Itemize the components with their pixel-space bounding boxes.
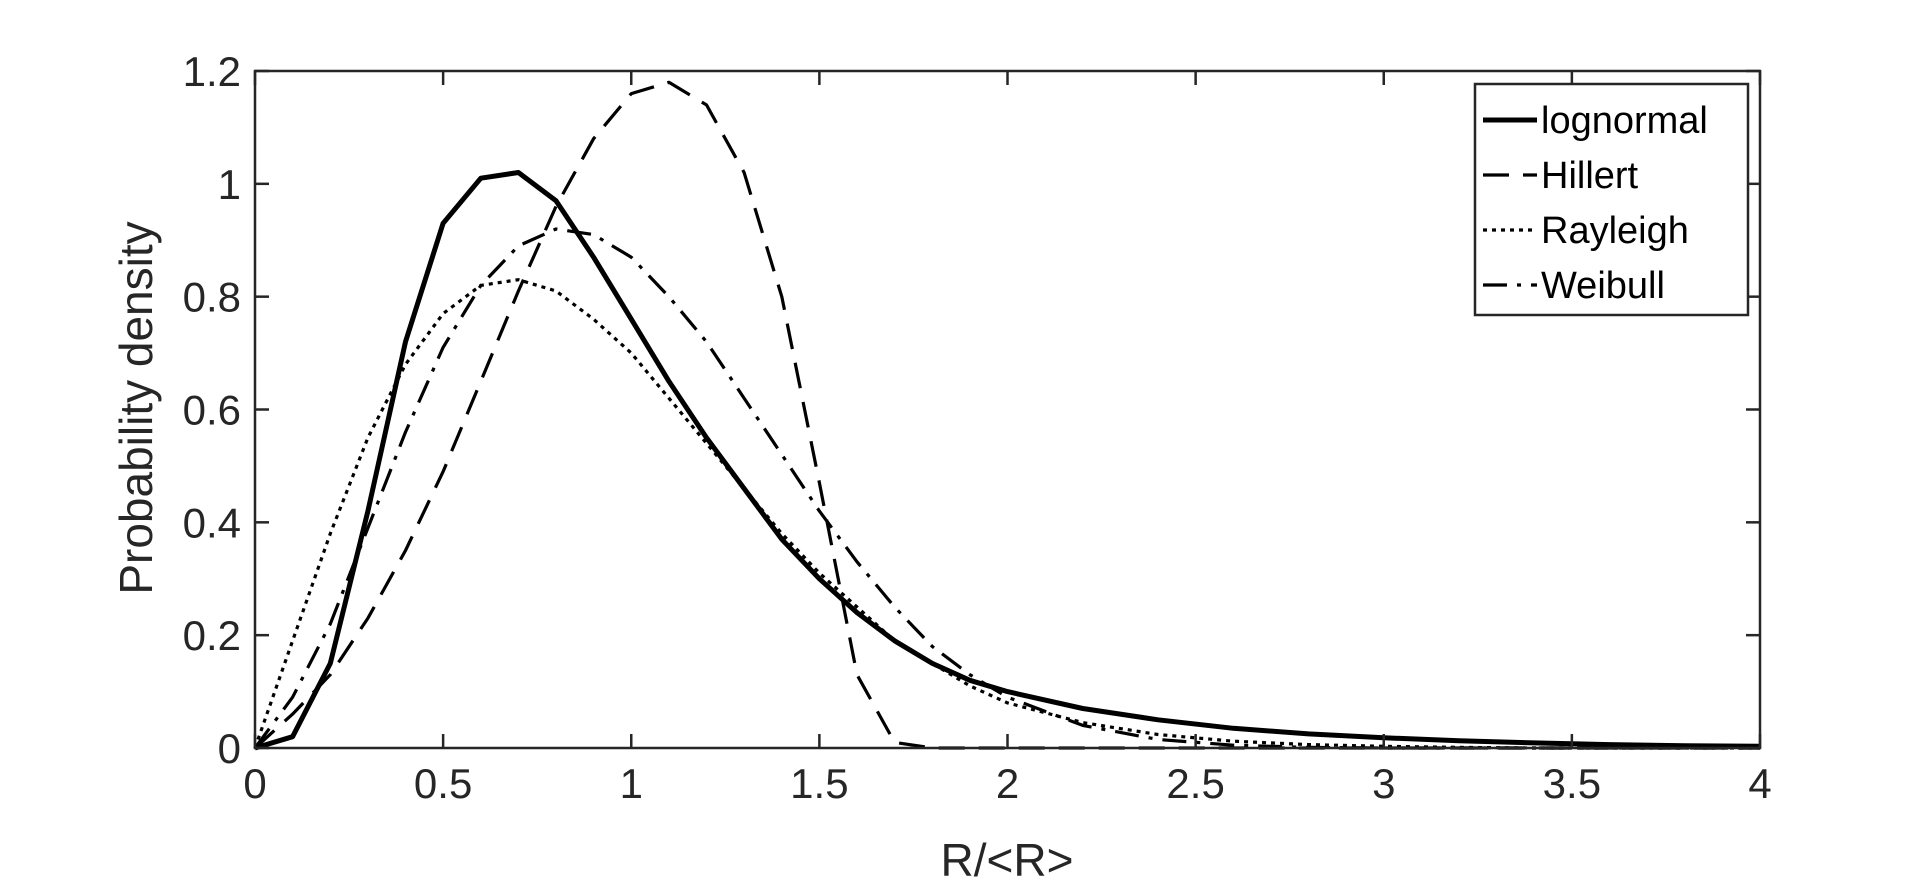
x-tick-label: 1.5: [790, 760, 848, 807]
legend: lognormal Hillert Rayleigh Weibull: [1473, 82, 1750, 317]
x-tick-label: 1: [620, 760, 643, 807]
series-line-rayleigh: [253, 278, 1760, 750]
x-tick-label: 3: [1372, 760, 1395, 807]
axes: 0 0.5 1 1.5 2 2.5 3 3.5 4 0 0.2 0.4 0.6 0.8 1 1.2: [183, 48, 1772, 807]
y-tick-label: 0: [218, 725, 241, 772]
y-axis-label: Probability density: [110, 221, 162, 594]
y-tick-label: 0.4: [183, 499, 241, 546]
x-tick-label: 2.5: [1166, 760, 1224, 807]
x-axis-label: R/<R>: [941, 834, 1074, 886]
y-tick-label: 0.8: [183, 274, 241, 321]
legend-label-weibull: Weibull: [1541, 265, 1665, 307]
series-line-weibull: [253, 227, 1760, 750]
x-tick-label: 0: [243, 760, 266, 807]
x-tick-label: 3.5: [1543, 760, 1601, 807]
y-tick-label: 1.2: [183, 48, 241, 95]
x-tick-label: 2: [996, 760, 1019, 807]
y-tick-label: 0.6: [183, 387, 241, 434]
x-tick-label: 0.5: [414, 760, 472, 807]
legend-label-hillert: Hillert: [1541, 155, 1639, 197]
y-tick-label: 1: [218, 161, 241, 208]
legend-label-rayleigh: Rayleigh: [1541, 210, 1689, 252]
legend-label-lognormal: lognormal: [1541, 100, 1708, 142]
x-tick-label: 4: [1748, 760, 1771, 807]
y-tick-label: 0.2: [183, 612, 241, 659]
